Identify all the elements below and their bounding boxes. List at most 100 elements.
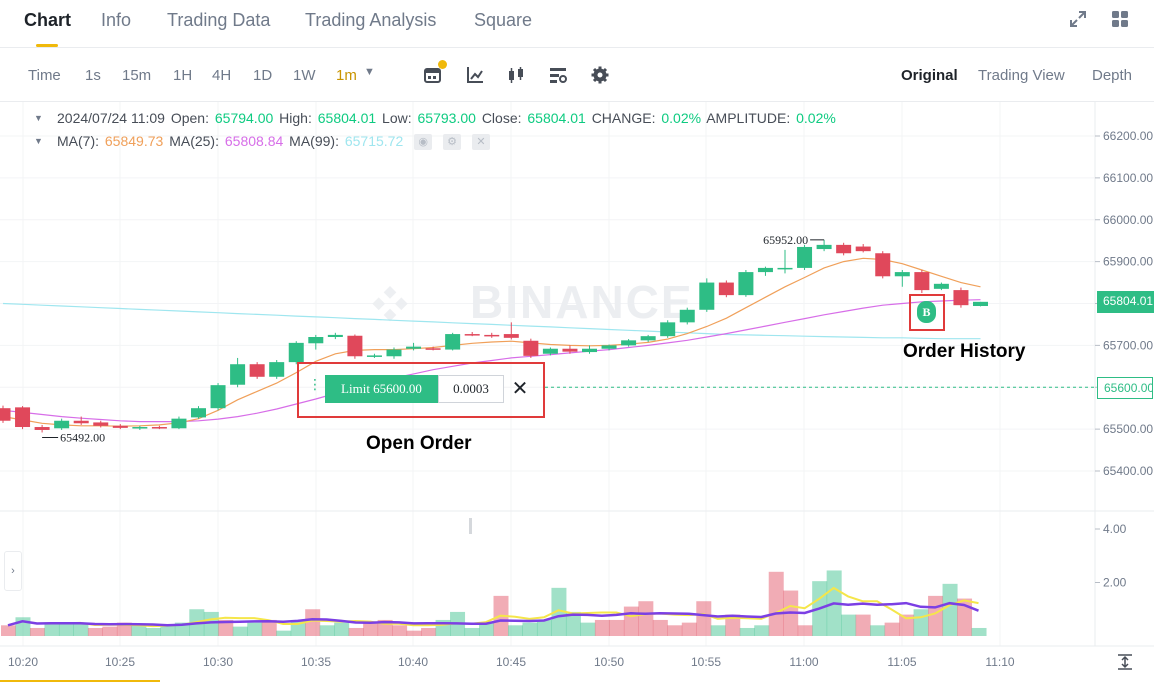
- ma99-value: 65715.72: [344, 133, 404, 149]
- expand-panel-chevron-icon[interactable]: ›: [4, 551, 22, 591]
- volume-bar: [667, 625, 683, 636]
- candle-body: [269, 362, 285, 377]
- reset-axis-icon[interactable]: [1115, 652, 1135, 672]
- candle-body: [836, 244, 852, 254]
- ohlc-collapse-icon[interactable]: ▼: [34, 113, 43, 123]
- chart-toolbar: Time 1s 15m 1H 4H 1D 1W 1m ▼ Original Tr…: [0, 48, 1154, 102]
- tab-trading-analysis[interactable]: Trading Analysis: [305, 10, 437, 30]
- volume-bar: [247, 622, 263, 636]
- order-history-label: Order History: [903, 341, 1026, 362]
- open-order-label: Open Order: [366, 433, 472, 454]
- calendar-icon[interactable]: [423, 65, 443, 85]
- candle-body: [718, 282, 734, 296]
- candle-body: [132, 427, 148, 429]
- timeframe-1s[interactable]: 1s: [85, 67, 101, 84]
- ma-settings-icon[interactable]: ⚙: [443, 134, 462, 151]
- time-tick-label: 10:25: [105, 655, 135, 669]
- timeframe-time[interactable]: Time: [28, 67, 61, 84]
- candle-body: [601, 345, 617, 349]
- eye-icon[interactable]: ◉: [414, 134, 433, 151]
- timeframe-1w[interactable]: 1W: [293, 67, 316, 84]
- expand-icon[interactable]: [1067, 10, 1089, 32]
- candle-body: [875, 253, 891, 277]
- volume-bar: [884, 622, 900, 636]
- volume-bar: [522, 622, 538, 636]
- drag-handle-icon[interactable]: ⋮⋮: [308, 376, 338, 392]
- candle-body: [34, 427, 50, 430]
- amplitude-label: AMPLITUDE:: [706, 110, 791, 126]
- settings-gear-icon[interactable]: [590, 65, 610, 85]
- template-icon[interactable]: [548, 65, 568, 85]
- time-tick-label: 10:40: [398, 655, 428, 669]
- volume-bar: [855, 614, 871, 636]
- volume-bar: [261, 619, 277, 636]
- view-trading-view[interactable]: Trading View: [978, 67, 1065, 84]
- volume-bar: [58, 622, 74, 636]
- candle-body: [914, 272, 930, 291]
- volume-bar: [218, 619, 234, 636]
- tab-chart[interactable]: Chart: [24, 10, 72, 30]
- candle-body: [406, 346, 422, 349]
- candle-body: [73, 420, 89, 424]
- volume-bar: [681, 622, 697, 636]
- time-tick-label: 10:45: [496, 655, 526, 669]
- indicator-icon[interactable]: [465, 65, 485, 85]
- calendar-notification-dot: [438, 60, 447, 69]
- buy-marker[interactable]: B: [917, 301, 936, 323]
- candle-type-icon[interactable]: [506, 65, 526, 85]
- high-label: High:: [279, 110, 312, 126]
- price-chart[interactable]: BINANCE 66200.00 66100.00 66000.00 65900.00 6…: [0, 102, 1154, 682]
- candle-body: [542, 348, 558, 354]
- candle-body: [523, 340, 539, 356]
- change-value: 0.02%: [661, 110, 702, 126]
- price-tick-label: 66100.00: [1103, 171, 1153, 185]
- volume-ma-long-line: [7, 601, 979, 627]
- candle-body: [582, 348, 597, 353]
- price-tick-label: 66200.00: [1103, 129, 1153, 143]
- timeframe-dropdown-icon[interactable]: ▼: [364, 66, 375, 78]
- candle-body: [171, 418, 187, 429]
- volume-bar: [768, 571, 784, 636]
- timeframe-1h[interactable]: 1H: [173, 67, 193, 84]
- volume-bar: [102, 626, 118, 636]
- time-tick-label: 11:10: [985, 655, 1014, 669]
- timeframe-1m[interactable]: 1m: [336, 67, 357, 84]
- ma7-line: [2, 257, 981, 427]
- watermark-logo-part: [383, 286, 397, 299]
- view-original[interactable]: Original: [901, 67, 958, 84]
- volume-bar: [44, 622, 60, 636]
- cancel-order-close-icon[interactable]: ✕: [511, 378, 529, 400]
- tab-info[interactable]: Info: [101, 10, 132, 30]
- watermark-logo-part: [383, 308, 397, 322]
- volume-bar: [145, 627, 161, 636]
- volume-bar: [29, 627, 45, 636]
- price-tick-label: 65900.00: [1103, 255, 1153, 269]
- layout-grid-icon[interactable]: [1109, 10, 1131, 32]
- volume-bar: [421, 627, 437, 636]
- volume-bar: [928, 595, 944, 636]
- candle-body: [738, 272, 754, 296]
- candle-body: [445, 334, 461, 350]
- timeframe-1d[interactable]: 1D: [253, 67, 273, 84]
- current-price-tag: 65804.01: [1097, 291, 1154, 313]
- timeframe-4h[interactable]: 4H: [212, 67, 232, 84]
- volume-bar: [479, 622, 495, 636]
- ma-collapse-icon[interactable]: ▼: [34, 136, 43, 146]
- timeframe-15m[interactable]: 15m: [122, 67, 152, 84]
- ma99-label: MA(99):: [289, 133, 339, 149]
- price-tick-label: 65700.00: [1103, 338, 1153, 352]
- volume-tick-label: 4.00: [1103, 522, 1127, 536]
- volume-bar: [754, 625, 770, 636]
- limit-order-button[interactable]: Limit 65600.00: [325, 375, 438, 403]
- order-quantity[interactable]: 0.0003: [438, 375, 504, 403]
- volume-bar: [305, 609, 321, 636]
- open-order-highlight: [297, 362, 545, 418]
- volume-bar: [580, 622, 596, 636]
- ma-close-icon[interactable]: ✕: [471, 134, 490, 151]
- candle-body: [777, 267, 793, 270]
- tab-square[interactable]: Square: [474, 10, 533, 30]
- tab-trading-data[interactable]: Trading Data: [167, 10, 271, 30]
- volume-bar: [609, 619, 625, 636]
- view-depth[interactable]: Depth: [1092, 67, 1133, 84]
- volume-bar: [334, 622, 350, 636]
